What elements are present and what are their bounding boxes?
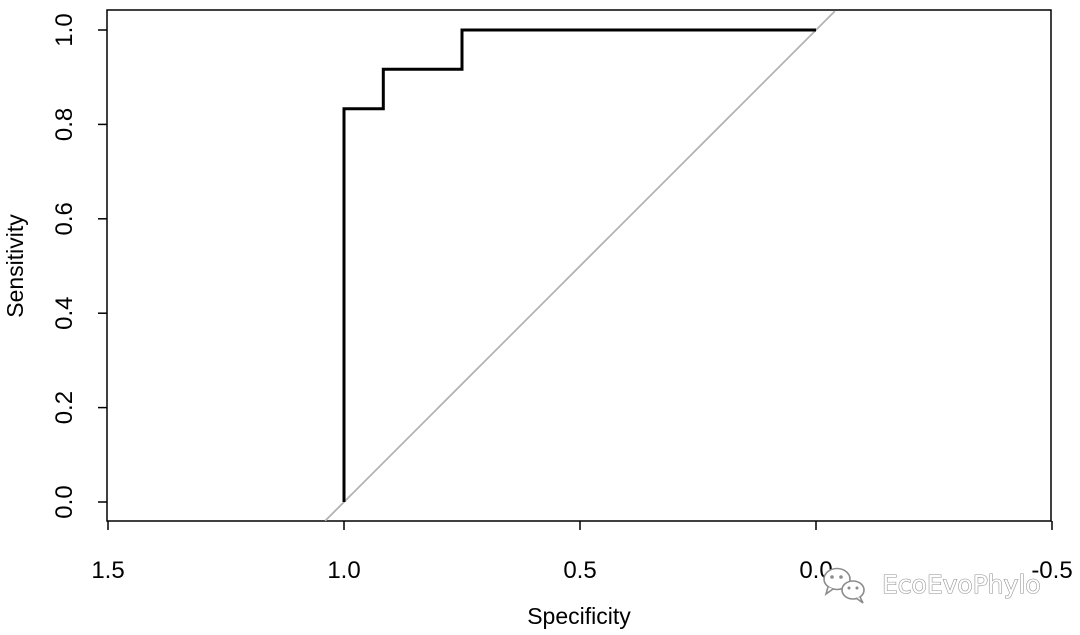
- y-tick-label: 0.6: [51, 202, 78, 235]
- y-tick-label: 0.2: [51, 391, 78, 424]
- y-tick-label: 0.8: [51, 108, 78, 141]
- y-tick-label: 0.4: [51, 297, 78, 330]
- roc-curve-line: [342, 28, 816, 502]
- wechat-icon: [823, 567, 865, 604]
- x-tick-label: 1.5: [91, 557, 124, 584]
- x-axis: 1.5 1.0 0.5 0.0 -0.5: [91, 521, 1073, 584]
- y-tick-label: 1.0: [51, 13, 78, 46]
- diagonal-reference-line: [324, 10, 836, 521]
- x-tick-label: -0.5: [1031, 557, 1072, 584]
- x-axis-title: Specificity: [527, 603, 631, 629]
- plot-frame: [106, 9, 1052, 522]
- x-tick-label: 1.0: [327, 557, 360, 584]
- y-axis: 0.0 0.2 0.4 0.6 0.8 1.0: [51, 13, 107, 519]
- watermark-text: EcoEvoPhylo: [882, 570, 1041, 599]
- y-tick-label: 0.0: [51, 485, 78, 518]
- watermark: EcoEvoPhylo: [823, 567, 1041, 604]
- y-axis-title: Sensitivity: [2, 214, 28, 318]
- x-tick-label: 0.5: [563, 557, 596, 584]
- series-layer: [324, 10, 836, 521]
